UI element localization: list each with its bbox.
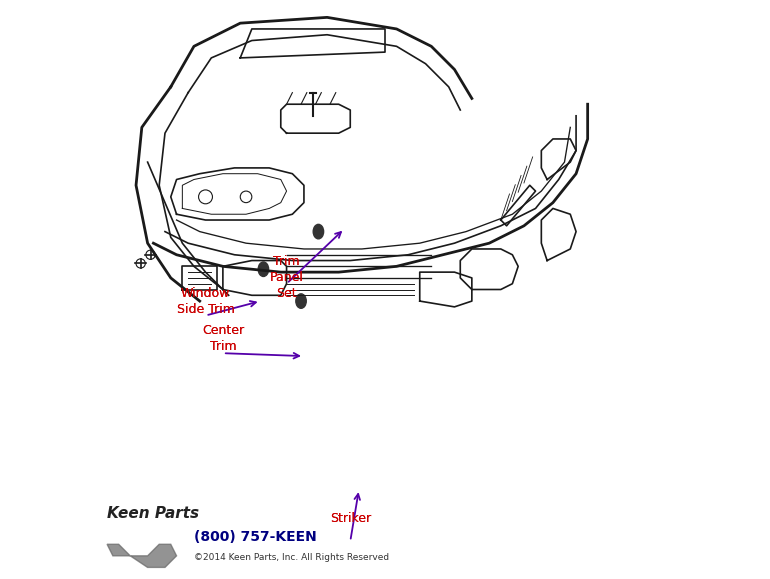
Ellipse shape (296, 294, 306, 308)
Text: ©2014 Keen Parts, Inc. All Rights Reserved: ©2014 Keen Parts, Inc. All Rights Reserv… (194, 552, 389, 562)
Text: Keen Parts: Keen Parts (107, 506, 199, 521)
Ellipse shape (313, 225, 323, 239)
Text: Striker: Striker (330, 512, 371, 525)
Text: Striker: Striker (330, 512, 371, 525)
Text: Center
Trim: Center Trim (202, 324, 244, 353)
Text: (800) 757-KEEN: (800) 757-KEEN (194, 530, 316, 544)
Polygon shape (107, 544, 176, 567)
Ellipse shape (258, 262, 269, 276)
Text: Window
Side Trim: Window Side Trim (176, 287, 234, 316)
Text: Trim
Panel
Set: Trim Panel Set (270, 255, 303, 300)
Text: Center
Trim: Center Trim (202, 324, 244, 353)
Text: Window
Side Trim: Window Side Trim (176, 287, 234, 316)
Text: Trim
Panel
Set: Trim Panel Set (270, 255, 303, 300)
